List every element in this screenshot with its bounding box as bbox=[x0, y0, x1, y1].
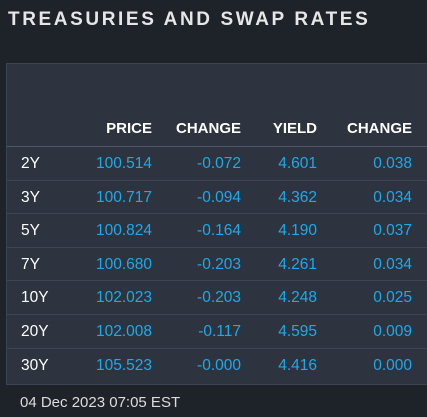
row-yield-change: 0.000 bbox=[373, 356, 412, 374]
rates-table-panel bbox=[6, 63, 427, 385]
column-header-price: PRICE bbox=[106, 120, 152, 137]
row-yield-change: 0.037 bbox=[373, 222, 412, 240]
row-term: 10Y bbox=[21, 289, 49, 307]
row-price: 105.523 bbox=[95, 356, 152, 374]
last-updated-timestamp: 04 Dec 2023 07:05 EST bbox=[20, 394, 181, 411]
row-price: 102.023 bbox=[95, 289, 152, 307]
row-yield: 4.261 bbox=[278, 255, 317, 273]
row-price: 100.680 bbox=[95, 255, 152, 273]
row-price-change: -0.203 bbox=[197, 255, 241, 273]
row-yield: 4.362 bbox=[278, 188, 317, 206]
row-yield-change: 0.025 bbox=[373, 289, 412, 307]
row-yield: 4.601 bbox=[278, 155, 317, 172]
row-price: 100.824 bbox=[95, 222, 152, 240]
row-yield-change: 0.009 bbox=[373, 322, 412, 340]
row-price-change: -0.000 bbox=[197, 356, 241, 374]
table-row: 10Y 102.023 -0.203 4.248 0.025 bbox=[7, 281, 427, 315]
table-body: 2Y 100.514 -0.072 4.601 0.038 3Y 100.717… bbox=[7, 147, 427, 382]
row-price-change: -0.164 bbox=[197, 222, 241, 240]
column-header-yield-change: CHANGE bbox=[346, 120, 412, 137]
row-price: 100.717 bbox=[95, 188, 152, 206]
row-term: 2Y bbox=[21, 155, 40, 172]
row-price: 100.514 bbox=[95, 155, 152, 172]
table-row: 30Y 105.523 -0.000 4.416 0.000 bbox=[7, 349, 427, 383]
table-header: PRICE CHANGE YIELD CHANGE bbox=[7, 64, 427, 147]
table-row: 5Y 100.824 -0.164 4.190 0.037 bbox=[7, 214, 427, 248]
row-yield-change: 0.038 bbox=[373, 155, 412, 172]
table-row: 7Y 100.680 -0.203 4.261 0.034 bbox=[7, 248, 427, 282]
row-price-change: -0.117 bbox=[198, 322, 241, 340]
row-term: 7Y bbox=[21, 255, 40, 273]
row-yield: 4.595 bbox=[278, 322, 317, 340]
column-header-yield: YIELD bbox=[272, 120, 317, 137]
table-row: 3Y 100.717 -0.094 4.362 0.034 bbox=[7, 181, 427, 215]
row-yield-change: 0.034 bbox=[373, 255, 412, 273]
column-header-price-change: CHANGE bbox=[175, 120, 241, 137]
row-term: 20Y bbox=[21, 322, 49, 340]
row-term: 30Y bbox=[21, 356, 49, 374]
widget-title: TREASURIES AND SWAP RATES bbox=[8, 9, 371, 30]
row-term: 3Y bbox=[21, 188, 40, 206]
row-term: 5Y bbox=[21, 222, 40, 240]
row-price-change: -0.203 bbox=[197, 289, 241, 307]
row-yield: 4.416 bbox=[278, 356, 317, 374]
table-row: 2Y 100.514 -0.072 4.601 0.038 bbox=[7, 147, 427, 181]
row-yield: 4.190 bbox=[278, 222, 317, 240]
table-row: 20Y 102.008 -0.117 4.595 0.009 bbox=[7, 315, 427, 349]
row-price-change: -0.094 bbox=[197, 188, 241, 206]
row-yield-change: 0.034 bbox=[373, 188, 412, 206]
row-yield: 4.248 bbox=[278, 289, 317, 307]
row-price-change: -0.072 bbox=[197, 155, 241, 172]
row-price: 102.008 bbox=[95, 322, 152, 340]
